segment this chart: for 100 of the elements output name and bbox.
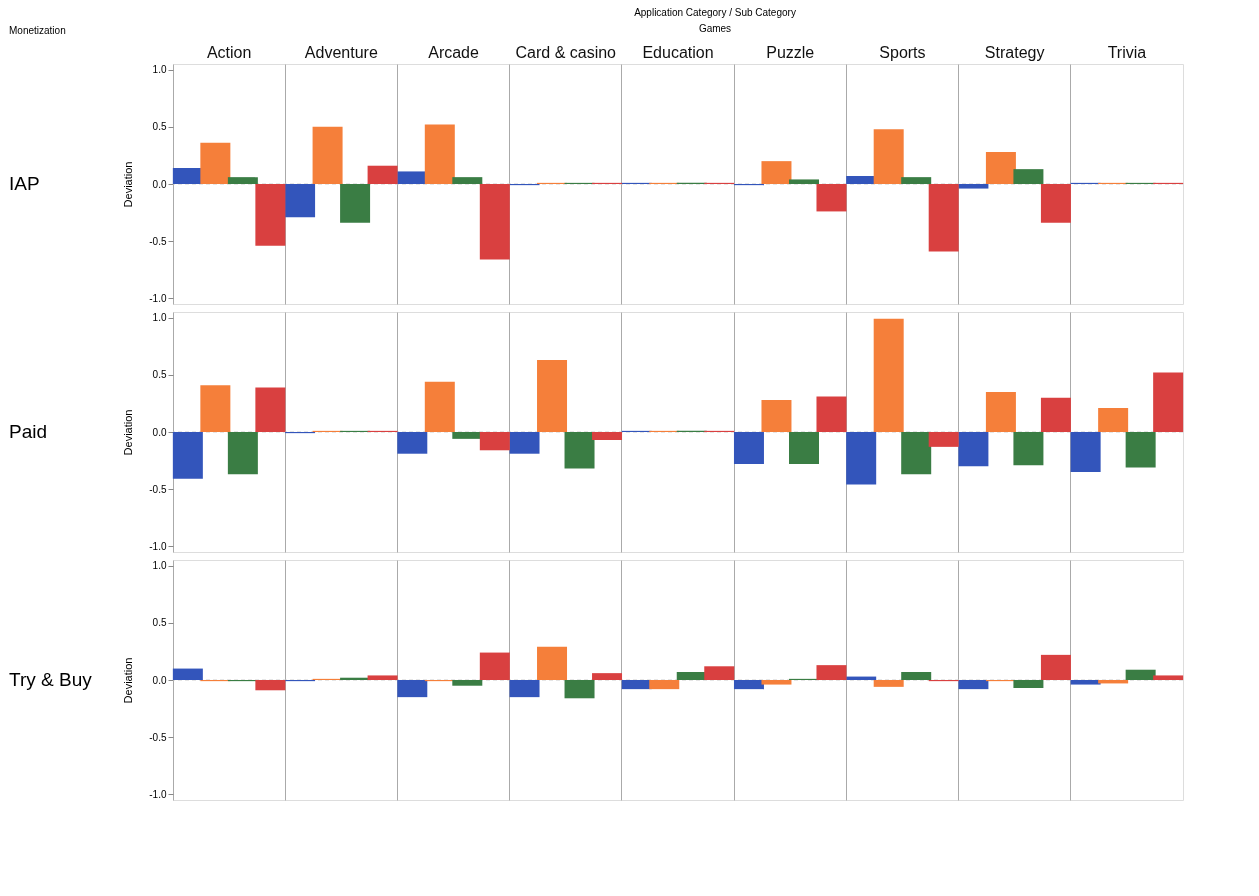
x-tick-label: Arcade xyxy=(428,43,479,61)
bar xyxy=(172,168,203,184)
bar xyxy=(1153,372,1184,432)
bar xyxy=(172,432,203,479)
bar xyxy=(537,360,568,432)
bar xyxy=(846,176,877,184)
bar xyxy=(397,432,428,454)
bar xyxy=(649,680,680,690)
bar xyxy=(200,385,231,432)
bar xyxy=(901,177,932,184)
x-tick-label: Trivia xyxy=(1107,43,1147,61)
y-tick-label: -1.0 xyxy=(149,540,167,552)
bar xyxy=(761,680,792,685)
bar xyxy=(424,381,455,432)
bar xyxy=(255,184,286,246)
bar xyxy=(733,432,764,464)
y-tick-label: 0.5 xyxy=(152,369,167,381)
bar xyxy=(985,152,1016,184)
bar xyxy=(312,126,343,184)
bar xyxy=(1013,169,1044,184)
y-tick-label: 1.0 xyxy=(152,560,167,572)
y-axis-title: Deviation xyxy=(121,409,134,456)
bar xyxy=(564,680,595,699)
bar xyxy=(285,184,316,218)
x-tick-label: Sports xyxy=(879,43,926,61)
y-tick-label: 1.0 xyxy=(152,312,167,324)
bar xyxy=(846,432,877,485)
y-tick-label: 0.0 xyxy=(152,426,167,438)
bar xyxy=(816,396,847,432)
bar xyxy=(873,318,904,432)
bar xyxy=(788,432,819,464)
y-axis-title: Deviation xyxy=(121,657,134,704)
bar xyxy=(255,680,286,691)
bar xyxy=(788,179,819,184)
bar xyxy=(676,672,707,680)
bar xyxy=(901,672,932,680)
bar xyxy=(704,666,735,680)
bar xyxy=(1013,432,1044,466)
bar xyxy=(958,184,989,189)
bar xyxy=(1125,432,1156,468)
bar xyxy=(200,142,231,184)
bar xyxy=(227,432,258,475)
bar xyxy=(227,177,258,184)
bar xyxy=(479,652,510,680)
bar xyxy=(479,432,510,451)
bar xyxy=(873,129,904,184)
bar xyxy=(816,184,847,212)
bar xyxy=(816,665,847,680)
x-tick-label: Puzzle xyxy=(766,43,815,61)
y-tick-label: 0.5 xyxy=(152,617,167,629)
bar xyxy=(564,432,595,469)
bar xyxy=(1013,680,1044,688)
text: Games xyxy=(698,23,732,34)
y-tick-label: 0.0 xyxy=(152,178,167,190)
bar xyxy=(761,161,792,184)
bar xyxy=(172,668,203,680)
bar xyxy=(1040,184,1071,223)
bar xyxy=(928,184,959,252)
y-axis-title: Deviation xyxy=(121,161,134,208)
y-tick-label: 0.0 xyxy=(152,674,167,686)
bar xyxy=(537,646,568,680)
y-tick-label: 0.5 xyxy=(152,121,167,133)
x-tick-label: Adventure xyxy=(304,43,378,61)
bar xyxy=(592,432,623,440)
bar xyxy=(1098,408,1129,432)
bar xyxy=(452,432,483,439)
y-tick-label: -0.5 xyxy=(149,235,167,247)
text: Application Category / Sub Category xyxy=(634,7,796,18)
y-tick-label: -0.5 xyxy=(149,731,167,743)
x-tick-label: Card & casino xyxy=(515,43,617,61)
bar xyxy=(733,680,764,690)
text: Try & Buy xyxy=(9,669,93,690)
y-tick-label: -0.5 xyxy=(149,483,167,495)
bar xyxy=(1040,397,1071,432)
bar xyxy=(958,432,989,467)
bar xyxy=(1070,680,1101,685)
bar xyxy=(1040,654,1071,680)
bar xyxy=(592,673,623,680)
text: IAP xyxy=(9,173,40,194)
text: Paid xyxy=(9,421,48,442)
bar xyxy=(901,432,932,475)
x-tick-label: Education xyxy=(642,43,714,61)
bar xyxy=(873,680,904,687)
y-tick-label: 1.0 xyxy=(152,64,167,76)
bar xyxy=(397,680,428,698)
bar xyxy=(985,392,1016,432)
bar xyxy=(255,387,286,432)
bar xyxy=(761,400,792,432)
bar xyxy=(424,124,455,184)
bar xyxy=(452,680,483,686)
bar xyxy=(509,432,540,454)
bar xyxy=(367,165,398,184)
bar xyxy=(509,680,540,698)
y-tick-label: -1.0 xyxy=(149,788,167,800)
bar xyxy=(340,184,371,223)
bar xyxy=(1153,675,1184,680)
bar xyxy=(1070,432,1101,472)
bar xyxy=(479,184,510,260)
x-tick-label: Strategy xyxy=(984,43,1045,61)
bar xyxy=(397,171,428,184)
